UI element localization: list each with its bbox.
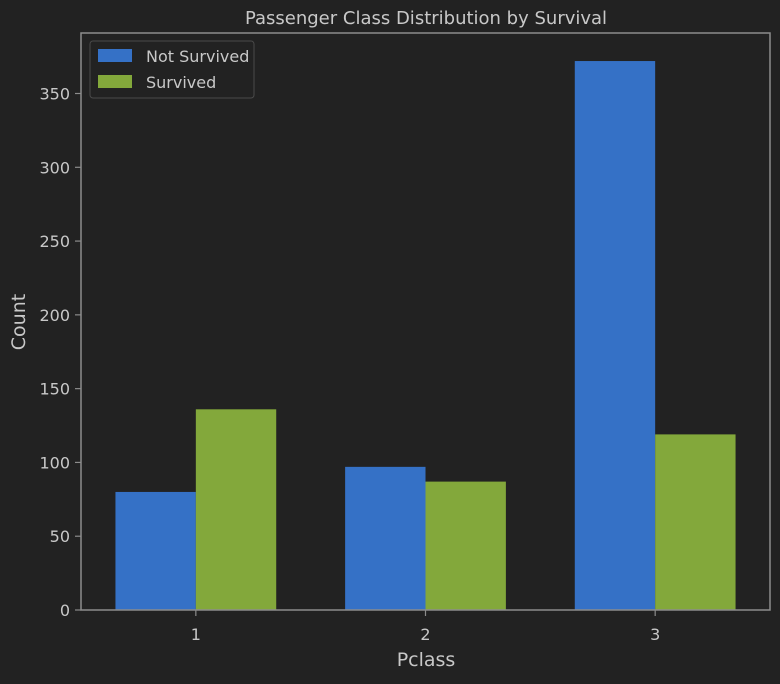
- y-axis-ticks: 0 50 100 150 200 250 300 350: [39, 85, 81, 620]
- bars-layer: [115, 61, 736, 610]
- y-axis-label: Count: [8, 294, 30, 350]
- bar-survived-class-1: [195, 409, 277, 610]
- x-tick-label: 2: [420, 625, 430, 644]
- bar-survived-class-3: [655, 434, 736, 610]
- y-tick-label: 300: [39, 158, 70, 177]
- bar-not-survived-class-2: [345, 466, 426, 610]
- y-tick-label: 100: [39, 453, 70, 472]
- legend-swatch-survived: [98, 75, 132, 88]
- bar-not-survived-class-3: [574, 61, 656, 610]
- y-tick-label: 150: [39, 380, 70, 399]
- y-tick-label: 50: [50, 527, 70, 546]
- y-tick-label: 0: [60, 601, 70, 620]
- y-tick-label: 200: [39, 306, 70, 325]
- x-tick-label: 1: [191, 625, 201, 644]
- legend-swatch-not-survived: [98, 49, 132, 62]
- x-axis-label: Pclass: [397, 649, 456, 671]
- legend-label-survived: Survived: [146, 73, 216, 92]
- legend: Not Survived Survived: [89, 40, 255, 99]
- legend-label-not-survived: Not Survived: [146, 47, 249, 66]
- y-tick-label: 350: [39, 85, 70, 104]
- x-tick-label: 3: [650, 625, 660, 644]
- x-axis-ticks: 1 2 3: [191, 610, 660, 644]
- bar-survived-class-2: [425, 481, 506, 610]
- chart-title: Passenger Class Distribution by Survival: [245, 8, 607, 29]
- bar-not-survived-class-1: [115, 491, 196, 610]
- y-tick-label: 250: [39, 232, 70, 251]
